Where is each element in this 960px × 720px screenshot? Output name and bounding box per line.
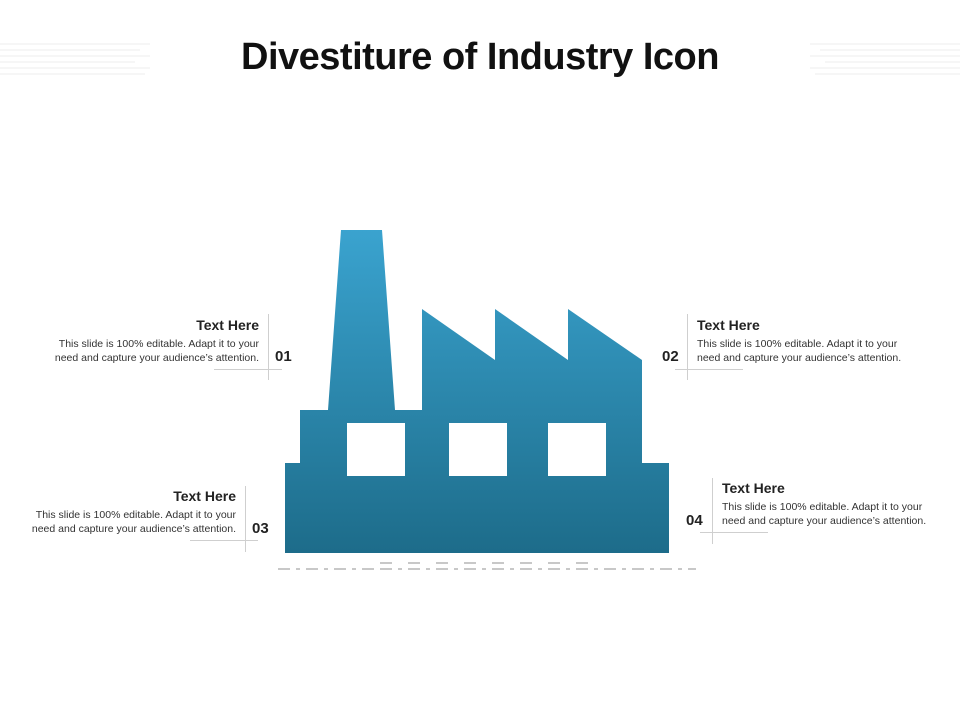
callout-01-text: This slide is 100% editable. Adapt it to… [54,338,259,364]
callout-04-divider [712,478,713,544]
callout-01: Text Here This slide is 100% editable. A… [20,317,259,365]
callout-03-number: 03 [252,520,269,537]
callout-03-underline [190,540,258,541]
callout-02-heading: Text Here [697,317,760,333]
callout-04: Text Here This slide is 100% editable. A… [722,480,954,528]
callout-04-heading: Text Here [722,480,785,496]
factory-window-1 [347,423,405,476]
factory-icon [285,230,669,553]
callout-03-text: This slide is 100% editable. Adapt it to… [31,509,236,535]
callout-01-number: 01 [275,348,292,365]
callout-04-number: 04 [686,512,703,529]
callout-04-text: This slide is 100% editable. Adapt it to… [722,501,927,527]
callout-02-underline [675,369,743,370]
callout-01-heading: Text Here [196,317,259,333]
factory-window-2 [449,423,507,476]
callout-03-heading: Text Here [173,488,236,504]
callout-02: Text Here This slide is 100% editable. A… [697,317,947,365]
callout-02-text: This slide is 100% editable. Adapt it to… [697,338,902,364]
callout-02-number: 02 [662,348,679,365]
callout-01-underline [214,369,282,370]
callout-03-divider [245,486,246,552]
decorative-lines-right [810,43,960,75]
ground-line [278,562,696,570]
callout-03: Text Here This slide is 100% editable. A… [0,488,236,536]
callout-04-underline [700,532,768,533]
callout-01-divider [268,314,269,380]
page-title: Divestiture of Industry Icon [241,36,719,78]
decorative-lines-left [0,43,150,75]
callout-02-divider [687,314,688,380]
factory-window-3 [548,423,606,476]
